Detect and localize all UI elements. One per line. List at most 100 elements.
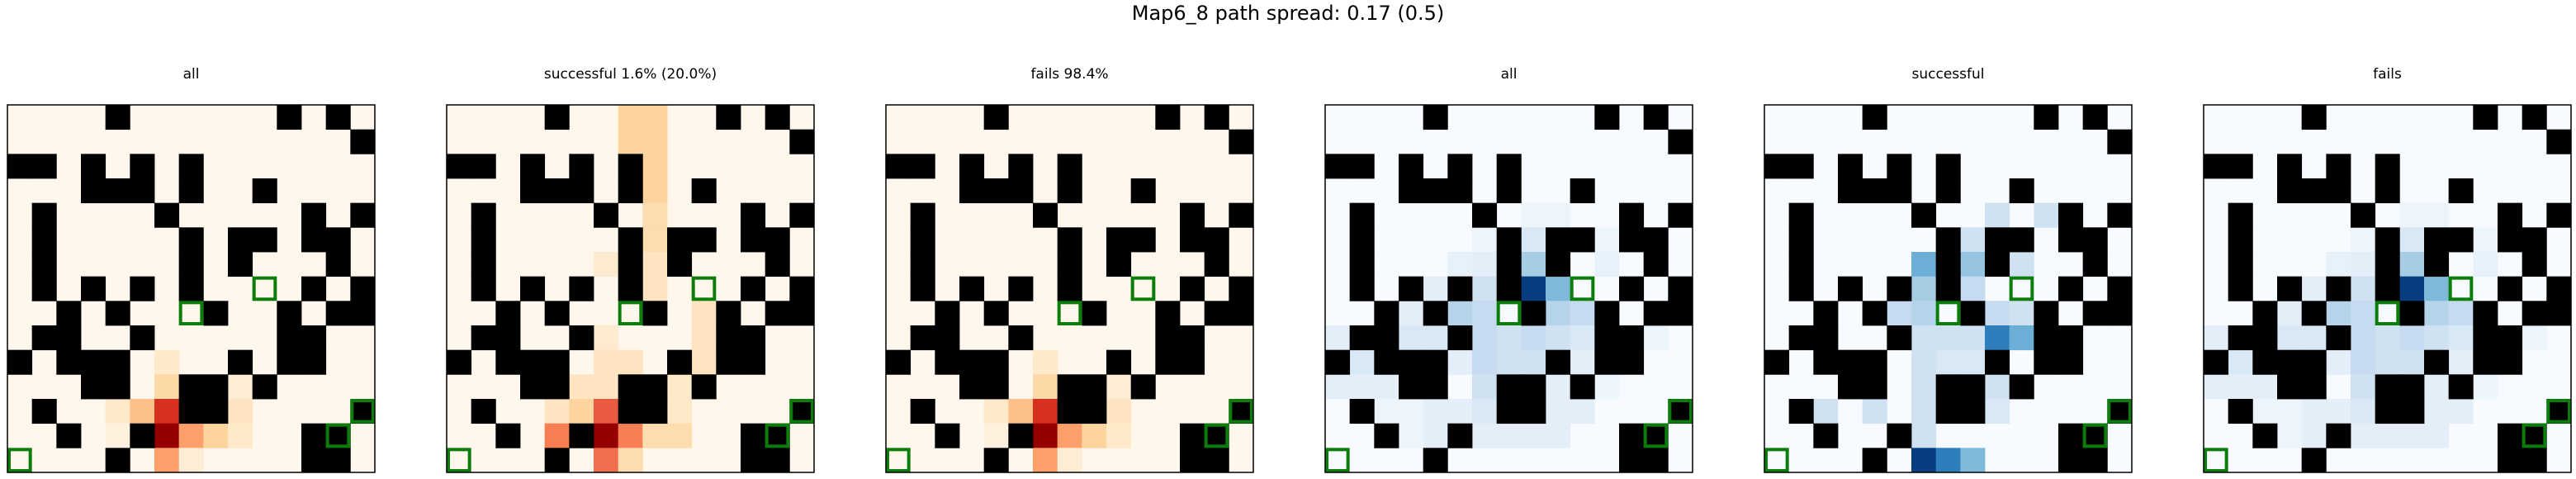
wall-cell	[1008, 423, 1034, 448]
heat-cell	[228, 399, 253, 424]
wall-cell	[886, 349, 912, 375]
wall-cell	[1521, 374, 1546, 400]
heat-cell	[691, 325, 717, 351]
heat-cell	[594, 399, 619, 424]
wall-cell	[1570, 374, 1595, 400]
wall-cell	[1935, 154, 1961, 179]
wall-cell	[1008, 154, 1034, 179]
heat-cell	[1862, 399, 1887, 424]
heat-cell	[1033, 349, 1058, 375]
wall-cell	[2204, 154, 2229, 179]
wall-cell	[2301, 105, 2327, 130]
wall-cell	[1496, 252, 1522, 277]
heat-cell	[2399, 202, 2425, 228]
wall-cell	[544, 349, 570, 375]
heat-cell	[1935, 448, 1961, 473]
goal-marker	[350, 399, 376, 424]
wall-cell	[178, 276, 204, 301]
heat-cell	[1960, 252, 1986, 277]
heat-cell	[1935, 349, 1961, 375]
heat-cell	[1423, 399, 1448, 424]
wall-cell	[81, 374, 107, 400]
heat-cell	[1546, 276, 1571, 301]
wall-cell	[1788, 252, 1814, 277]
heat-cell	[1594, 252, 1620, 277]
wall-cell	[252, 178, 277, 204]
wall-cell	[1619, 423, 1645, 448]
wall-cell	[1349, 276, 1375, 301]
heat-cell	[1960, 276, 1986, 301]
heat-cell	[2473, 227, 2498, 253]
wall-cell	[1619, 448, 1645, 473]
wall-cell	[1887, 276, 1912, 301]
wall-cell	[350, 202, 376, 228]
wall-cell	[471, 276, 496, 301]
wall-cell	[471, 227, 496, 253]
wall-cell	[544, 448, 570, 473]
wall-cell	[1082, 301, 1107, 326]
wall-cell	[618, 252, 643, 277]
heat-cell	[2204, 374, 2229, 400]
heat-cell	[642, 227, 668, 253]
wall-cell	[1668, 129, 1693, 154]
wall-cell	[1423, 105, 1448, 130]
wall-cell	[1788, 227, 1814, 253]
wall-cell	[1788, 325, 1814, 351]
wall-cell	[1496, 154, 1522, 179]
heat-cell	[618, 105, 643, 130]
wall-cell	[2522, 105, 2547, 130]
wall-cell	[1423, 448, 1448, 473]
heat-cell	[2351, 252, 2376, 277]
wall-cell	[1447, 423, 1473, 448]
wall-cell	[1619, 227, 1645, 253]
wall-cell	[1960, 301, 1986, 326]
wall-cell	[1862, 448, 1887, 473]
wall-cell	[2252, 325, 2278, 351]
heat-cell	[642, 129, 668, 154]
wall-cell	[2058, 276, 2084, 301]
wall-cell	[350, 129, 376, 154]
heat-cell	[569, 374, 594, 400]
heat-cell	[1960, 325, 1986, 351]
heat-cell	[1960, 448, 1986, 473]
wall-cell	[935, 301, 960, 326]
wall-cell	[1521, 301, 1546, 326]
wall-cell	[1180, 423, 1205, 448]
heat-cell	[2351, 399, 2376, 424]
heat-cell	[1447, 301, 1473, 326]
wall-cell	[1838, 374, 1863, 400]
wall-cell	[2326, 154, 2351, 179]
wall-cell	[983, 448, 1009, 473]
wall-cell	[2326, 178, 2351, 204]
wall-cell	[1399, 374, 1424, 400]
wall-cell	[1813, 325, 1839, 351]
heat-cell	[2351, 374, 2376, 400]
wall-cell	[2228, 202, 2253, 228]
wall-cell	[2399, 301, 2425, 326]
wall-cell	[741, 349, 766, 375]
wall-cell	[1496, 374, 1522, 400]
wall-cell	[1788, 202, 1814, 228]
wall-cell	[105, 301, 130, 326]
heat-cell	[1033, 448, 1058, 473]
wall-cell	[1546, 349, 1571, 375]
wall-cell	[1082, 374, 1107, 400]
wall-cell	[1813, 349, 1839, 375]
heat-cell	[2424, 423, 2450, 448]
wall-cell	[1985, 227, 2010, 253]
wall-cell	[2424, 252, 2450, 277]
wall-cell	[2058, 448, 2084, 473]
heat-cell	[2424, 399, 2450, 424]
wall-cell	[2448, 227, 2474, 253]
wall-cell	[2522, 252, 2547, 277]
wall-cell	[2034, 105, 2059, 130]
heat-cell	[1546, 301, 1571, 326]
heat-cell	[2399, 227, 2425, 253]
wall-cell	[789, 399, 815, 424]
wall-cell	[910, 276, 935, 301]
heat-cell	[2351, 423, 2376, 448]
wall-cell	[1935, 374, 1961, 400]
wall-cell	[935, 349, 960, 375]
wall-cell	[2301, 448, 2327, 473]
goal-marker	[325, 423, 351, 448]
